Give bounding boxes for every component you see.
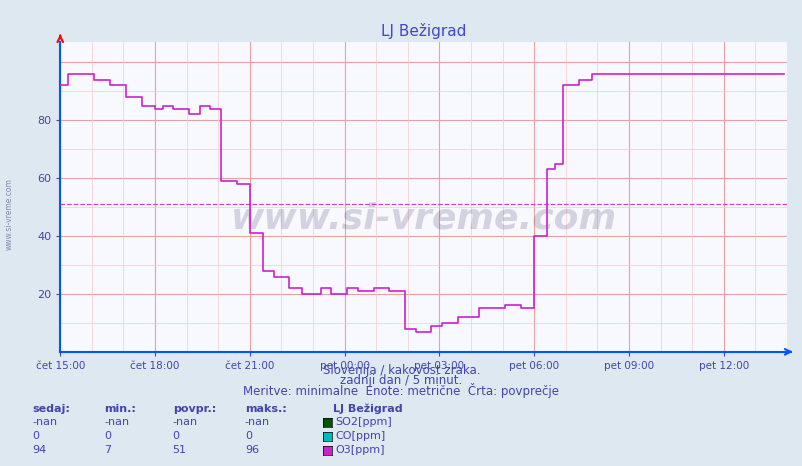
Text: Meritve: minimalne  Enote: metrične  Črta: povprečje: Meritve: minimalne Enote: metrične Črta:… — [243, 383, 559, 398]
Text: -nan: -nan — [172, 417, 197, 427]
Text: 7: 7 — [104, 445, 111, 455]
Text: -nan: -nan — [245, 417, 269, 427]
Text: O3[ppm]: O3[ppm] — [335, 445, 385, 455]
Text: 0: 0 — [172, 431, 180, 441]
Title: LJ Bežigrad: LJ Bežigrad — [380, 23, 466, 40]
Text: 0: 0 — [104, 431, 111, 441]
Text: 96: 96 — [245, 445, 259, 455]
Text: 51: 51 — [172, 445, 186, 455]
Text: -nan: -nan — [32, 417, 57, 427]
Text: 94: 94 — [32, 445, 47, 455]
Text: povpr.:: povpr.: — [172, 404, 216, 414]
Text: zadnji dan / 5 minut.: zadnji dan / 5 minut. — [340, 375, 462, 387]
Text: 0: 0 — [245, 431, 252, 441]
Text: maks.:: maks.: — [245, 404, 286, 414]
Text: Slovenija / kakovost zraka.: Slovenija / kakovost zraka. — [322, 364, 480, 377]
Text: -nan: -nan — [104, 417, 129, 427]
Text: LJ Bežigrad: LJ Bežigrad — [333, 404, 403, 414]
Text: www.si-vreme.com: www.si-vreme.com — [230, 202, 616, 236]
Text: SO2[ppm]: SO2[ppm] — [335, 417, 392, 427]
Text: www.si-vreme.com: www.si-vreme.com — [5, 178, 14, 250]
Text: min.:: min.: — [104, 404, 136, 414]
Text: sedaj:: sedaj: — [32, 404, 70, 414]
Text: 0: 0 — [32, 431, 39, 441]
Text: CO[ppm]: CO[ppm] — [335, 431, 386, 441]
